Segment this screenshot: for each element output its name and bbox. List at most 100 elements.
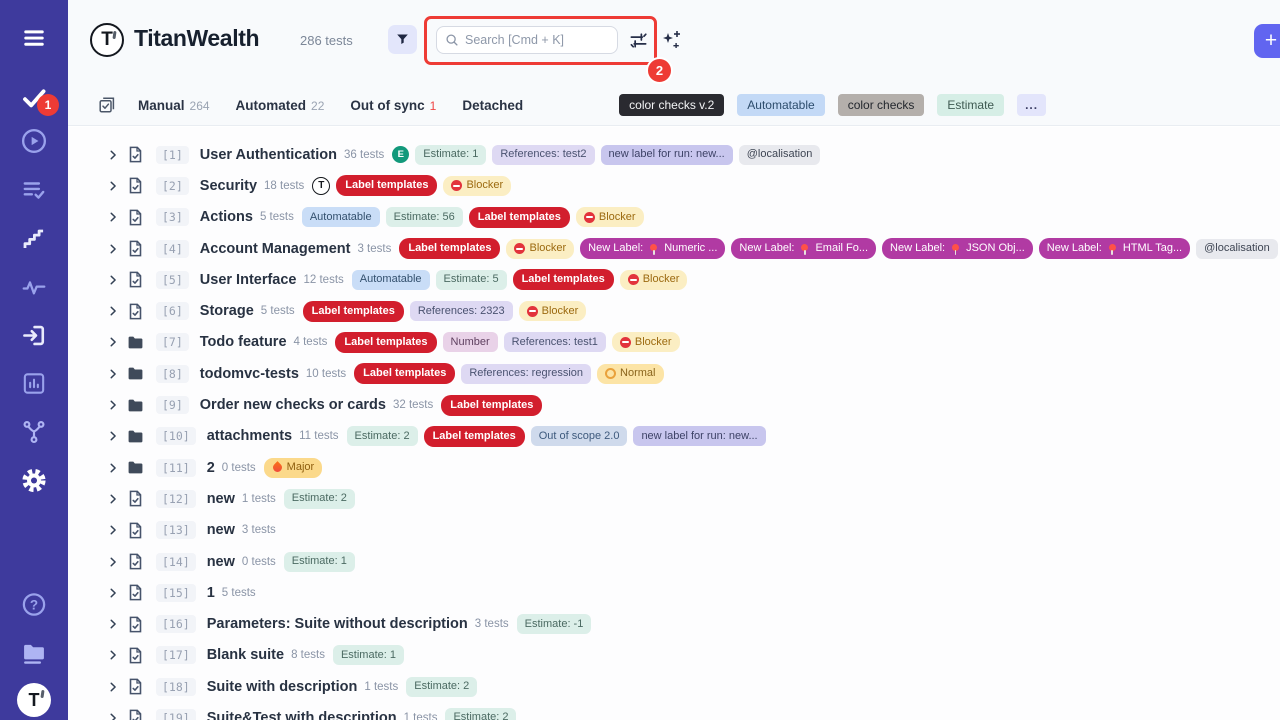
label-badge[interactable]: Blocker	[575, 207, 644, 228]
chevron-right-icon[interactable]	[106, 179, 120, 193]
tab-manual[interactable]: Manual 264	[138, 97, 210, 113]
label-badge[interactable]: Label templates	[468, 206, 570, 228]
sidebar-item-help[interactable]: ?	[21, 591, 48, 618]
label-badge[interactable]: Automatable	[351, 269, 430, 290]
label-badge[interactable]: Estimate: 2	[283, 488, 355, 509]
chevron-right-icon[interactable]	[106, 680, 120, 694]
chevron-right-icon[interactable]	[106, 304, 120, 318]
suite-title[interactable]: todomvc-tests	[199, 365, 299, 382]
suite-title[interactable]: Order new checks or cards	[199, 397, 386, 414]
label-badge[interactable]: Automatable	[301, 207, 380, 228]
label-badge[interactable]: Number	[442, 332, 498, 353]
label-badge[interactable]: Estimate: 1	[332, 645, 404, 666]
label-badge[interactable]: Label templates	[399, 238, 501, 260]
label-badge[interactable]: @localisation	[738, 144, 821, 165]
add-button[interactable]: +	[1254, 24, 1280, 58]
label-badge[interactable]: @localisation	[1196, 238, 1278, 259]
suite-row[interactable]: [4] Account Management 3 tests Label templa…	[68, 233, 1280, 264]
label-badge[interactable]: New Label: JSON Obj...	[882, 238, 1033, 260]
ai-sparkles-icon[interactable]	[660, 28, 682, 52]
label-badge[interactable]: Label templates	[354, 363, 456, 385]
suite-title[interactable]: Suite with description	[206, 678, 358, 695]
suite-title[interactable]: User Interface	[199, 271, 297, 288]
sidebar-item-projects[interactable]	[20, 639, 48, 667]
suite-row[interactable]: [10] attachments 11 tests Estimate: 2 Label …	[68, 421, 1280, 452]
suite-title[interactable]: Blank suite	[206, 647, 285, 664]
suite-row[interactable]: [11] 2 0 tests Major	[68, 452, 1280, 483]
chevron-right-icon[interactable]	[106, 148, 120, 162]
label-badge[interactable]: Out of scope 2.0	[530, 426, 628, 447]
suite-row[interactable]: [17] Blank suite 8 tests Estimate: 1	[68, 640, 1280, 671]
sidebar-item-test-plans[interactable]	[21, 177, 47, 203]
suite-row[interactable]: [6] Storage 5 tests Label templates Referenc…	[68, 295, 1280, 326]
filter-chip-color-checks[interactable]: color checks	[837, 94, 925, 116]
chevron-right-icon[interactable]	[106, 429, 120, 443]
label-badge[interactable]: Label templates	[302, 300, 404, 322]
chevron-right-icon[interactable]	[106, 617, 120, 631]
label-badge[interactable]: Label templates	[336, 175, 438, 197]
label-badge[interactable]: Blocker	[619, 269, 688, 290]
label-badge[interactable]: Label templates	[423, 425, 525, 447]
label-badge[interactable]: Label templates	[512, 269, 614, 291]
label-badge[interactable]: Estimate: 5	[435, 269, 507, 290]
suite-row[interactable]: [16] Parameters: Suite without descriptio…	[68, 608, 1280, 639]
label-badge[interactable]: Normal	[597, 363, 664, 384]
suite-title[interactable]: new	[206, 490, 235, 507]
suite-row[interactable]: [13] new 3 tests	[68, 515, 1280, 546]
label-badge[interactable]: Blocker	[518, 301, 587, 322]
label-badge[interactable]: Estimate: 2	[406, 676, 478, 697]
suite-row[interactable]: [14] new 0 tests Estimate: 1	[68, 546, 1280, 577]
suite-row[interactable]: [18] Suite with description 1 tests Estimat…	[68, 671, 1280, 702]
tab-out-of-sync[interactable]: Out of sync 1	[350, 97, 437, 113]
chevron-right-icon[interactable]	[106, 242, 120, 256]
chevron-right-icon[interactable]	[106, 523, 120, 537]
label-badge[interactable]: References: test1	[503, 332, 606, 353]
sidebar-item-test-runs[interactable]	[20, 127, 48, 155]
suite-title[interactable]: Account Management	[199, 240, 351, 257]
suite-title[interactable]: Security	[199, 177, 258, 194]
label-badge[interactable]: Estimate: 1	[283, 551, 355, 572]
label-badge[interactable]: New Label: HTML Tag...	[1038, 238, 1191, 260]
sidebar-item-reports[interactable]	[22, 371, 47, 396]
suite-row[interactable]: [9] Order new checks or cards 32 tests Labe…	[68, 389, 1280, 420]
chevron-right-icon[interactable]	[106, 398, 120, 412]
suite-row[interactable]: [7] Todo feature 4 tests Label templates Num…	[68, 327, 1280, 358]
sidebar-item-sign-in[interactable]	[21, 322, 48, 349]
suite-title[interactable]: Storage	[199, 303, 254, 320]
label-badge[interactable]: Blocker	[506, 238, 575, 259]
chevron-right-icon[interactable]	[106, 492, 120, 506]
filter-settings-icon[interactable]	[628, 30, 649, 51]
sidebar-item-activity[interactable]	[21, 275, 47, 301]
label-badge[interactable]: Blocker	[611, 332, 680, 353]
search-input[interactable]	[465, 33, 605, 47]
suite-row[interactable]: [15] 1 5 tests	[68, 577, 1280, 608]
sidebar-item-shared-steps[interactable]	[22, 228, 46, 252]
label-badge[interactable]: new label for run: new...	[600, 144, 733, 165]
chevron-right-icon[interactable]	[106, 335, 120, 349]
suite-row[interactable]: [19] Suite&Test with description 1 tests Es…	[68, 702, 1280, 720]
suite-title[interactable]: new	[206, 553, 235, 570]
filter-chip-estimate[interactable]: Estimate	[937, 94, 1005, 116]
chevron-right-icon[interactable]	[106, 461, 120, 475]
label-badge[interactable]: Estimate: 2	[346, 426, 418, 447]
suite-title[interactable]: attachments	[206, 428, 293, 445]
sidebar-item-menu[interactable]	[21, 25, 47, 51]
chevron-right-icon[interactable]	[106, 648, 120, 662]
label-badge[interactable]: References: 2323	[409, 301, 513, 322]
suite-title[interactable]: Parameters: Suite without description	[206, 616, 468, 633]
suite-row[interactable]: [5] User Interface 12 tests Automatable Esti…	[68, 264, 1280, 295]
suite-title[interactable]: User Authentication	[199, 146, 338, 163]
suite-row[interactable]: [2] Security 18 tests T Label templates Block…	[68, 170, 1280, 201]
label-badge[interactable]: New Label: Numeric ...	[580, 238, 726, 260]
sidebar-item-branches[interactable]	[21, 419, 47, 445]
chevron-right-icon[interactable]	[106, 210, 120, 224]
sidebar-item-test-checks[interactable]	[21, 84, 48, 111]
chevron-right-icon[interactable]	[106, 555, 120, 569]
suite-title[interactable]: Actions	[199, 209, 253, 226]
suite-title[interactable]: Todo feature	[199, 334, 287, 351]
filter-chip-automatable[interactable]: Automatable	[737, 94, 825, 116]
titanwealth-logo-icon[interactable]: T	[17, 683, 51, 717]
titanwealth-avatar-icon[interactable]: T	[312, 176, 331, 195]
label-badge[interactable]: new label for run: new...	[633, 426, 766, 447]
filter-chip-more[interactable]: ...	[1017, 94, 1047, 116]
